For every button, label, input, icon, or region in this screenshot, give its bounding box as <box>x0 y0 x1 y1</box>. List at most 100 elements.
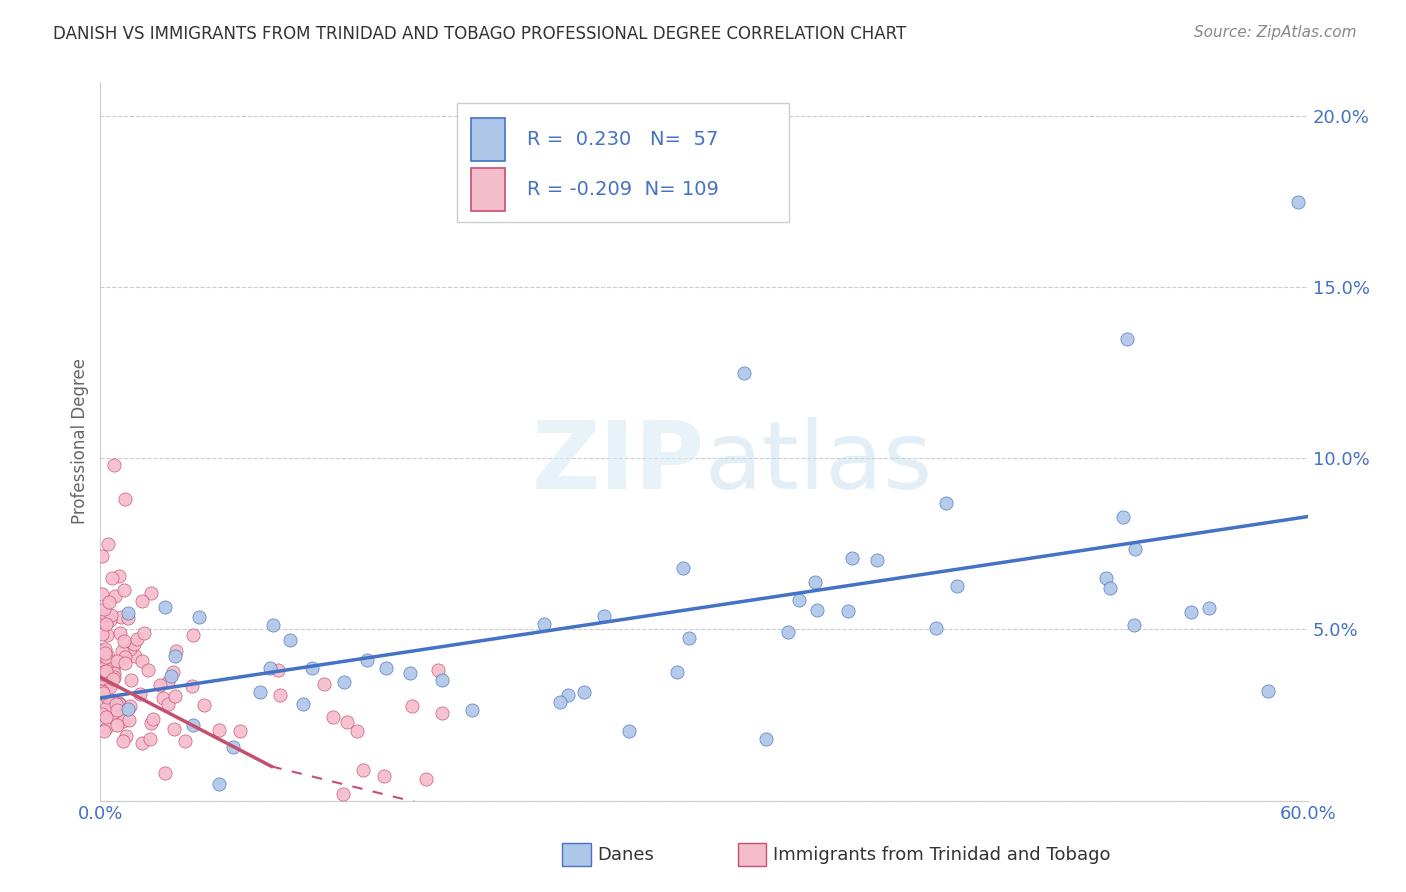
Point <box>91 626 114 640</box>
Point <box>131 594 153 608</box>
Point <box>208 776 231 790</box>
Point <box>1257 684 1279 698</box>
Point <box>112 734 135 748</box>
Point <box>120 673 142 687</box>
Point <box>134 626 156 640</box>
Point <box>162 722 184 736</box>
Point <box>103 458 125 473</box>
Point <box>152 690 174 705</box>
Point <box>533 616 555 631</box>
Text: R = -0.209  N= 109: R = -0.209 N= 109 <box>527 180 718 199</box>
Point <box>301 661 323 675</box>
Point <box>100 607 122 622</box>
Point <box>110 626 132 640</box>
Point <box>787 593 810 607</box>
Point <box>160 668 183 682</box>
Point <box>806 602 828 616</box>
Point <box>153 765 176 780</box>
Point <box>617 723 640 738</box>
Point <box>841 550 863 565</box>
Point <box>153 599 176 614</box>
Point <box>118 713 141 727</box>
Point <box>98 614 121 628</box>
Point <box>105 697 128 711</box>
Point <box>162 665 184 680</box>
Point <box>98 657 121 671</box>
Point <box>91 683 114 698</box>
Point <box>108 696 131 710</box>
Point <box>755 732 778 747</box>
Point <box>550 695 572 709</box>
Point <box>346 723 368 738</box>
Point <box>946 579 969 593</box>
Point <box>94 659 117 673</box>
Bar <box>471 118 505 161</box>
Point <box>426 663 449 677</box>
Point <box>1198 601 1220 615</box>
Point <box>1122 617 1144 632</box>
Point <box>96 690 118 705</box>
Point <box>461 703 484 717</box>
Point <box>110 610 132 624</box>
Point <box>96 678 118 692</box>
Bar <box>471 169 505 211</box>
Point <box>97 537 120 551</box>
Point <box>98 681 121 695</box>
Point <box>91 645 114 659</box>
Point <box>142 712 165 726</box>
Point <box>93 641 115 656</box>
Point <box>112 714 135 729</box>
Point <box>430 706 453 720</box>
Text: Source: ZipAtlas.com: Source: ZipAtlas.com <box>1194 25 1357 40</box>
Point <box>120 641 142 656</box>
Point <box>314 677 336 691</box>
Point <box>91 609 114 624</box>
Point <box>336 715 359 730</box>
Point <box>333 675 356 690</box>
Point <box>572 685 595 699</box>
Text: ZIP: ZIP <box>531 417 704 508</box>
Point <box>101 659 124 673</box>
Y-axis label: Professional Degree: Professional Degree <box>72 359 89 524</box>
Point <box>181 718 204 732</box>
Point <box>733 366 755 380</box>
Point <box>105 703 128 717</box>
Point <box>128 686 150 700</box>
Point <box>104 589 127 603</box>
Point <box>267 664 290 678</box>
Point <box>229 723 252 738</box>
Point <box>373 769 395 783</box>
Point <box>278 633 301 648</box>
Point <box>1180 605 1202 619</box>
Point <box>91 549 114 563</box>
Point <box>105 654 128 668</box>
Point <box>322 710 344 724</box>
Point <box>1111 509 1133 524</box>
Point <box>163 648 186 663</box>
Text: DANISH VS IMMIGRANTS FROM TRINIDAD AND TOBAGO PROFESSIONAL DEGREE CORRELATION CH: DANISH VS IMMIGRANTS FROM TRINIDAD AND T… <box>53 25 907 43</box>
Point <box>114 650 136 665</box>
Point <box>101 571 124 585</box>
Point <box>803 574 825 589</box>
Point <box>117 606 139 620</box>
Point <box>139 715 162 730</box>
Point <box>91 618 114 632</box>
Point <box>94 709 117 723</box>
Point <box>1115 332 1137 346</box>
Point <box>401 698 423 713</box>
Point <box>269 688 291 702</box>
Point <box>94 721 117 735</box>
Point <box>292 697 315 711</box>
Text: R =  0.230   N=  57: R = 0.230 N= 57 <box>527 130 718 149</box>
Point <box>108 698 131 712</box>
Point <box>157 674 180 689</box>
Point <box>97 678 120 692</box>
Point <box>94 646 117 660</box>
Point <box>356 653 378 667</box>
Point <box>398 665 420 680</box>
Point <box>1094 571 1116 585</box>
Point <box>181 628 204 642</box>
Text: Immigrants from Trinidad and Tobago: Immigrants from Trinidad and Tobago <box>773 846 1111 863</box>
Point <box>111 644 134 658</box>
Point <box>101 660 124 674</box>
